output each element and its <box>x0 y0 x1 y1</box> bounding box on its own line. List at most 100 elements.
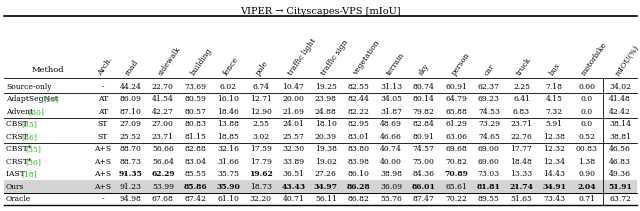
Text: 73.43: 73.43 <box>543 195 565 203</box>
Text: 43.43: 43.43 <box>281 183 305 191</box>
Text: 88.73: 88.73 <box>119 158 141 166</box>
Text: 17.77: 17.77 <box>511 145 532 153</box>
Text: bus: bus <box>548 61 562 77</box>
Text: CRST*: CRST* <box>6 158 34 166</box>
Text: 0.0: 0.0 <box>580 120 593 128</box>
Text: 74.53: 74.53 <box>478 108 500 116</box>
Text: Method: Method <box>32 66 64 74</box>
Text: 31.66: 31.66 <box>217 158 239 166</box>
Text: 2.55: 2.55 <box>252 120 269 128</box>
Text: AdaptSegNet: AdaptSegNet <box>6 95 60 103</box>
Text: 73.29: 73.29 <box>478 120 500 128</box>
Text: CBST*: CBST* <box>6 145 34 153</box>
Text: 6.02: 6.02 <box>220 83 237 91</box>
Text: 19.38: 19.38 <box>315 145 337 153</box>
Text: Advent: Advent <box>6 108 35 116</box>
Text: 6.41: 6.41 <box>513 95 530 103</box>
Text: 7.18: 7.18 <box>546 83 563 91</box>
Text: 2.25: 2.25 <box>513 83 530 91</box>
Text: 13.88: 13.88 <box>217 120 239 128</box>
Text: 16.10: 16.10 <box>217 95 239 103</box>
Text: 80.59: 80.59 <box>184 95 207 103</box>
Text: 86.28: 86.28 <box>347 183 371 191</box>
Text: ST: ST <box>98 133 108 141</box>
Text: 55.76: 55.76 <box>380 195 402 203</box>
Text: -: - <box>102 195 104 203</box>
Text: 85.55: 85.55 <box>184 170 207 178</box>
Text: 21.74: 21.74 <box>509 183 534 191</box>
Text: 1.38: 1.38 <box>578 158 595 166</box>
Text: 0.90: 0.90 <box>578 170 595 178</box>
Text: 85.86: 85.86 <box>184 183 207 191</box>
Text: IAST: IAST <box>6 170 28 178</box>
Text: 21.69: 21.69 <box>282 108 304 116</box>
Text: 46.83: 46.83 <box>609 158 631 166</box>
Text: 0.0: 0.0 <box>580 95 593 103</box>
Text: 62.37: 62.37 <box>478 83 500 91</box>
Text: 81.15: 81.15 <box>184 133 207 141</box>
Text: 32.16: 32.16 <box>217 145 239 153</box>
Text: A+S: A+S <box>95 170 111 178</box>
Text: 83.01: 83.01 <box>348 133 369 141</box>
Text: 17.59: 17.59 <box>250 145 271 153</box>
Text: 25.57: 25.57 <box>282 133 304 141</box>
Text: 70.22: 70.22 <box>445 195 467 203</box>
Text: 12.90: 12.90 <box>250 108 271 116</box>
Text: sky: sky <box>417 62 431 77</box>
Text: 89.55: 89.55 <box>478 195 500 203</box>
Text: 80.83: 80.83 <box>184 120 207 128</box>
Text: 34.05: 34.05 <box>380 95 402 103</box>
Text: 94.98: 94.98 <box>120 195 141 203</box>
Text: 7.32: 7.32 <box>545 108 563 116</box>
Text: 0.52: 0.52 <box>578 133 595 141</box>
Text: mIOU(%): mIOU(%) <box>614 43 640 77</box>
Text: 86.82: 86.82 <box>348 195 369 203</box>
Text: 56.66: 56.66 <box>152 145 174 153</box>
Text: 46.56: 46.56 <box>609 145 631 153</box>
Text: 38.81: 38.81 <box>609 133 631 141</box>
Text: 27.00: 27.00 <box>152 120 174 128</box>
Text: 35.90: 35.90 <box>216 183 240 191</box>
Text: [35]: [35] <box>22 120 38 128</box>
Text: 84.36: 84.36 <box>413 170 435 178</box>
Text: 34.02: 34.02 <box>609 83 631 91</box>
Text: 18.73: 18.73 <box>250 183 272 191</box>
Text: 80.14: 80.14 <box>413 95 435 103</box>
Text: car: car <box>483 62 496 77</box>
Text: 17.79: 17.79 <box>250 158 271 166</box>
Text: 63.06: 63.06 <box>445 133 467 141</box>
Text: 23.71: 23.71 <box>511 120 532 128</box>
Text: 23.98: 23.98 <box>315 95 337 103</box>
Text: 32.30: 32.30 <box>282 145 305 153</box>
Text: 65.61: 65.61 <box>445 183 467 191</box>
Text: Source-only: Source-only <box>6 83 51 91</box>
Text: -: - <box>102 83 104 91</box>
Text: 42.27: 42.27 <box>152 108 174 116</box>
Text: 87.47: 87.47 <box>413 195 435 203</box>
Text: 34.97: 34.97 <box>314 183 338 191</box>
Text: 18.46: 18.46 <box>217 108 239 116</box>
Text: A+S: A+S <box>95 158 111 166</box>
Text: 87.42: 87.42 <box>184 195 207 203</box>
Text: 19.62: 19.62 <box>249 170 273 178</box>
Text: 74.65: 74.65 <box>478 133 500 141</box>
Text: road: road <box>124 58 140 77</box>
Text: 00.83: 00.83 <box>576 145 598 153</box>
Text: 73.69: 73.69 <box>184 83 207 91</box>
Text: 0.71: 0.71 <box>578 195 595 203</box>
Text: 82.84: 82.84 <box>413 120 435 128</box>
Text: 24.01: 24.01 <box>282 120 304 128</box>
Text: vegetation: vegetation <box>352 39 382 77</box>
Text: 12.71: 12.71 <box>250 95 271 103</box>
Text: 0.00: 0.00 <box>578 83 595 91</box>
Text: 82.88: 82.88 <box>184 145 207 153</box>
Text: 88.70: 88.70 <box>120 145 141 153</box>
Text: A+S: A+S <box>95 145 111 153</box>
Text: 49.36: 49.36 <box>609 170 631 178</box>
Text: [35]: [35] <box>25 145 41 153</box>
Text: 18.85: 18.85 <box>217 133 239 141</box>
Text: 46.66: 46.66 <box>380 133 402 141</box>
Text: 36.09: 36.09 <box>380 183 402 191</box>
Text: fence: fence <box>221 55 240 77</box>
Text: 80.57: 80.57 <box>184 108 207 116</box>
